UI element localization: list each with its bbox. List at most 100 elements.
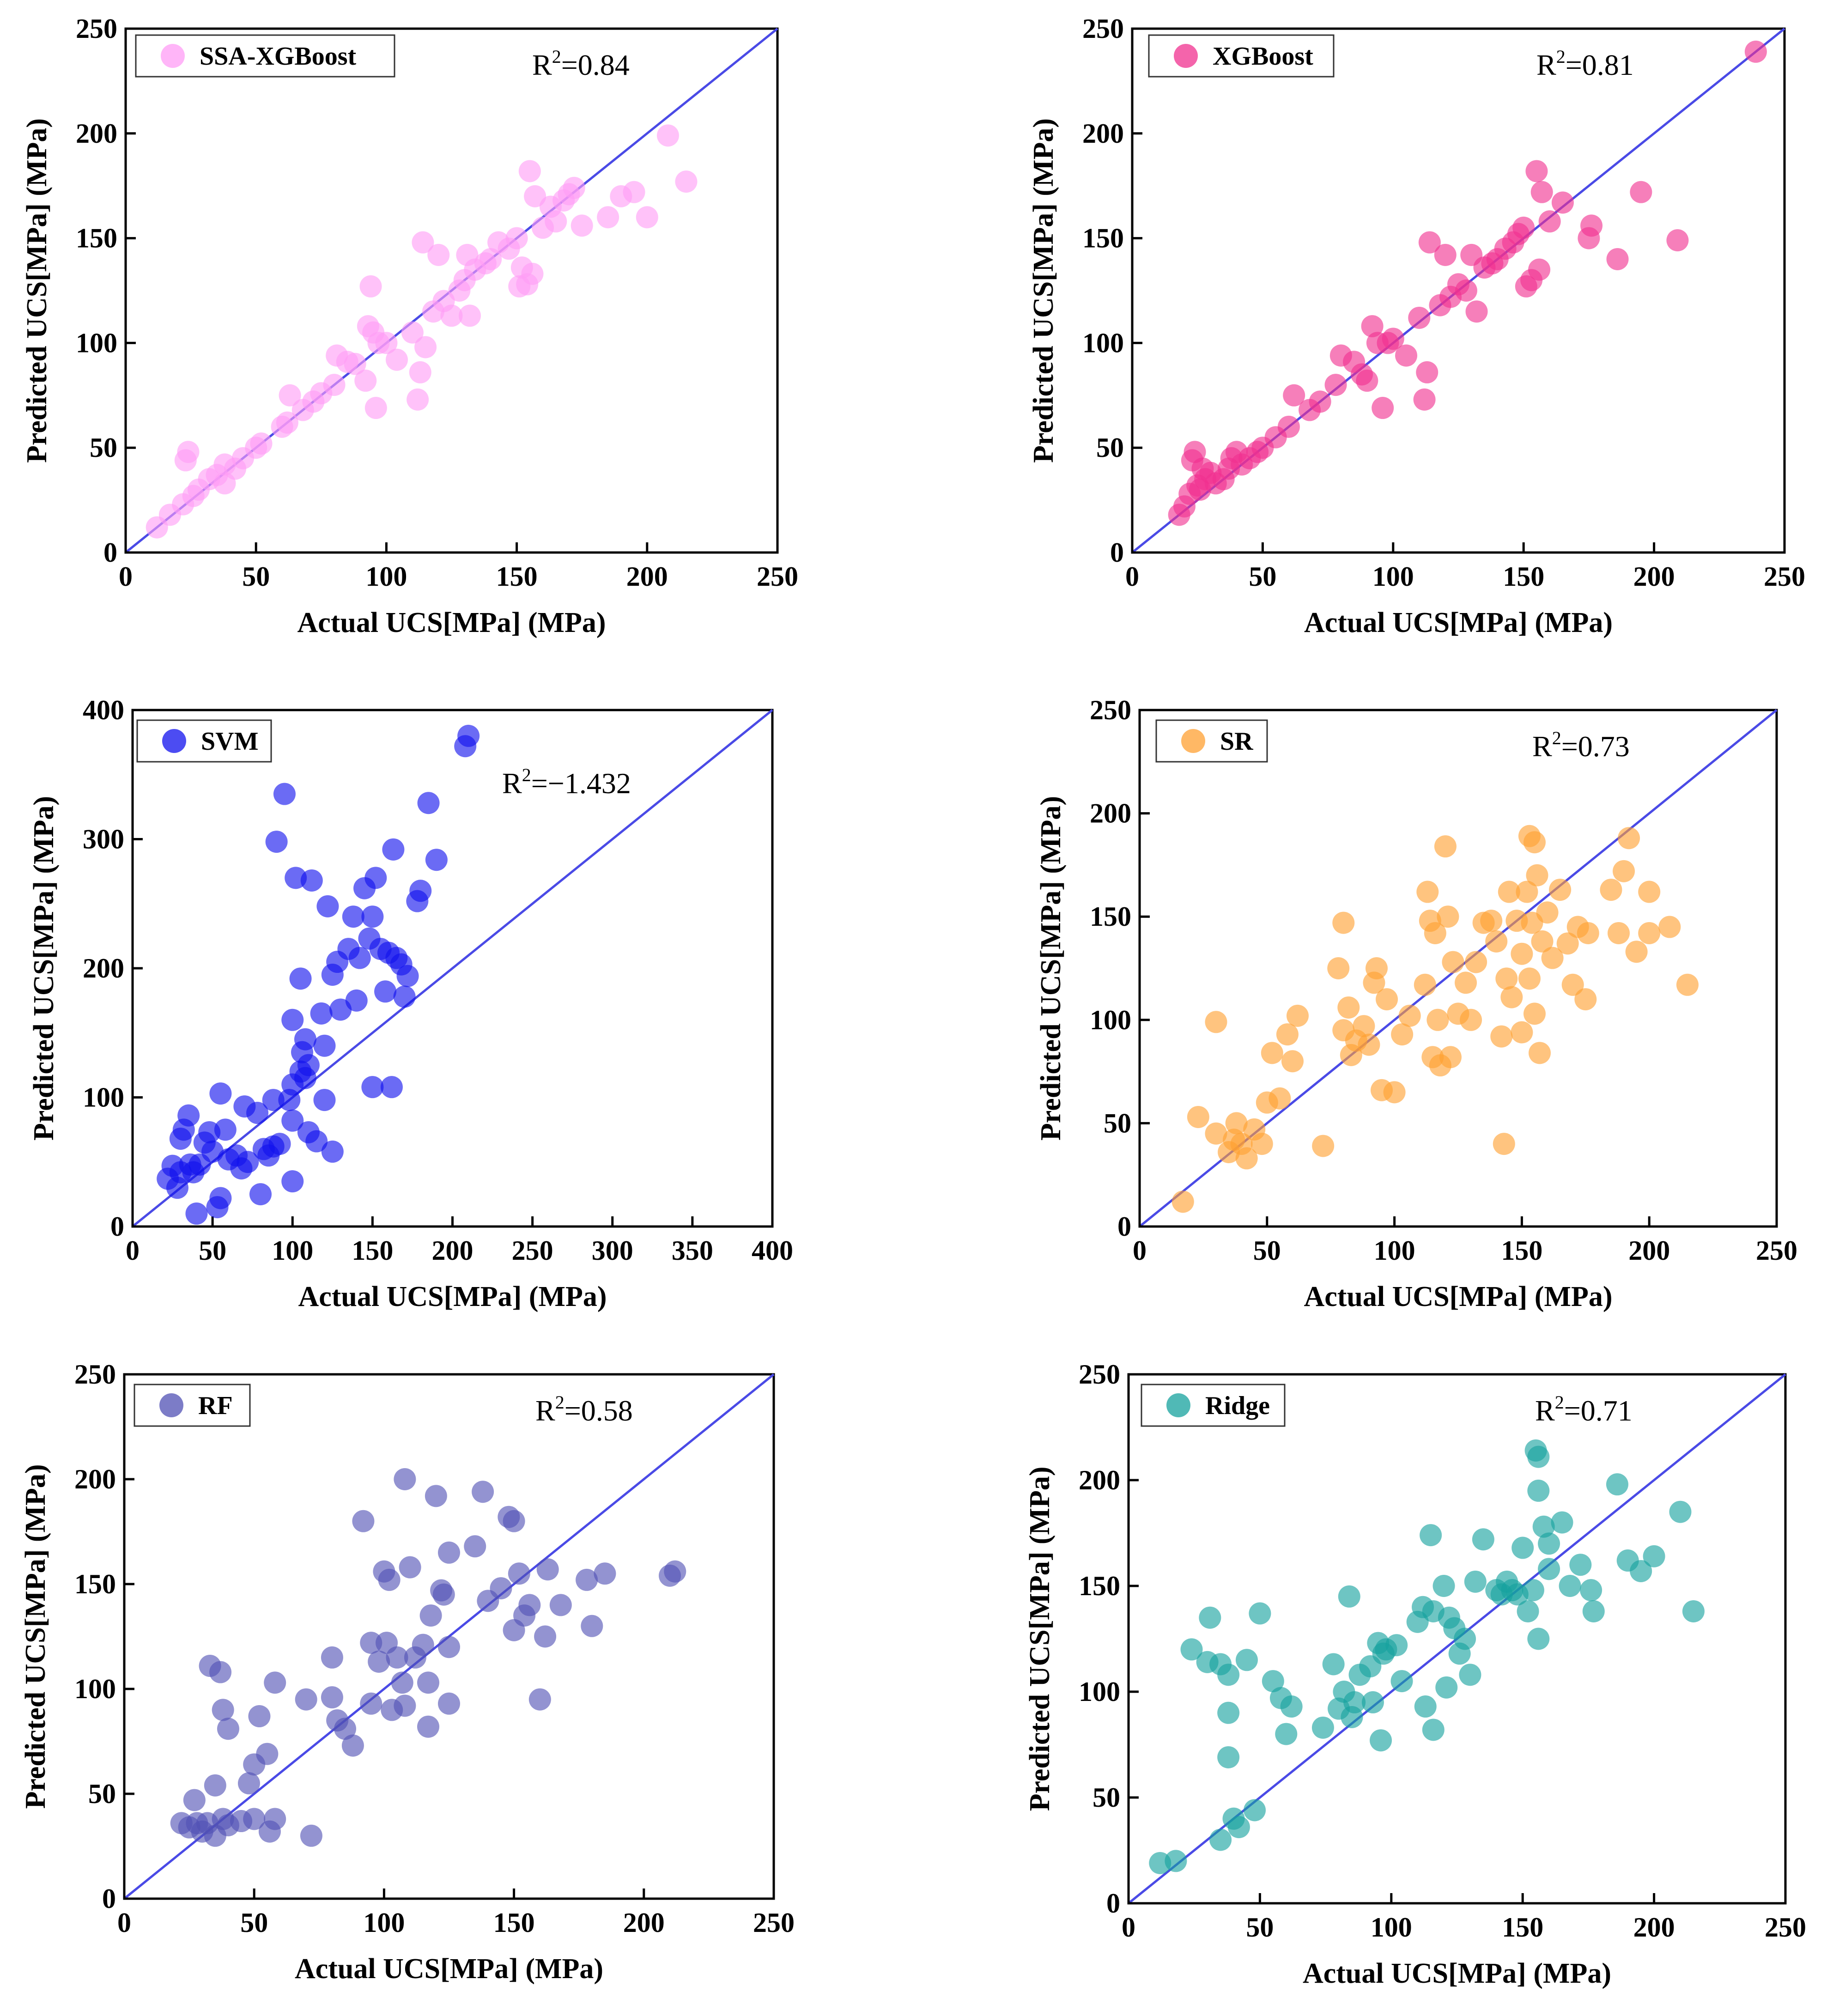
- data-point: [204, 1774, 226, 1797]
- legend-label: RF: [198, 1391, 233, 1420]
- data-point: [321, 1686, 343, 1709]
- data-point: [1522, 1579, 1544, 1602]
- data-point: [1527, 1627, 1550, 1650]
- data-point: [1244, 1799, 1266, 1822]
- data-point: [294, 1028, 316, 1051]
- x-tick-label: 0: [126, 1235, 140, 1266]
- data-point: [409, 361, 431, 383]
- data-point: [457, 724, 480, 747]
- data-point: [1527, 1445, 1550, 1468]
- plot-frame: [123, 1373, 775, 1900]
- y-tick-label: 200: [76, 118, 117, 149]
- legend-box: [134, 1384, 251, 1427]
- y-tick-label: 50: [1093, 1782, 1120, 1813]
- data-point: [1460, 1008, 1482, 1031]
- y-tick-label: 0: [102, 1883, 116, 1914]
- data-point: [368, 1650, 390, 1673]
- x-axis-title: Actual UCS[MPa] (MPa): [1304, 607, 1613, 638]
- x-tick-label: 100: [1371, 1912, 1412, 1943]
- data-point: [521, 262, 544, 285]
- data-point: [438, 1636, 460, 1658]
- x-tick-label: 150: [1503, 561, 1544, 592]
- x-tick-label: 350: [672, 1235, 713, 1266]
- data-point: [414, 336, 437, 358]
- data-point: [1531, 930, 1554, 953]
- x-tick-label: 0: [1125, 561, 1139, 592]
- r2-annotation: R2=0.58: [535, 1392, 633, 1427]
- data-point: [1600, 879, 1622, 901]
- y-tick-label: 50: [88, 1779, 116, 1809]
- x-tick-label: 150: [352, 1235, 393, 1266]
- data-point: [417, 1715, 440, 1738]
- x-tick-label: 250: [1764, 561, 1805, 592]
- legend-marker: [162, 729, 186, 753]
- x-tick-label: 400: [752, 1235, 793, 1266]
- y-tick-label: 50: [90, 432, 117, 463]
- y-tick-label: 100: [1090, 1005, 1131, 1035]
- data-point: [1217, 1746, 1240, 1768]
- data-point: [1485, 930, 1508, 953]
- data-point: [1625, 941, 1648, 963]
- data-point: [1276, 1023, 1299, 1046]
- x-axis-title: Actual UCS[MPa] (MPa): [1303, 1958, 1611, 1989]
- data-point: [407, 388, 429, 411]
- data-point: [268, 1133, 291, 1155]
- y-tick-label: 200: [1090, 798, 1131, 829]
- data-point: [1465, 951, 1487, 973]
- data-point: [281, 1109, 304, 1132]
- data-point: [313, 1089, 336, 1111]
- data-point: [382, 838, 405, 861]
- y-tick-label: 200: [74, 1464, 116, 1494]
- data-point: [345, 989, 368, 1012]
- data-point: [1217, 1701, 1240, 1724]
- y-tick-label: 250: [1082, 13, 1124, 44]
- y-tick-label: 150: [74, 1569, 116, 1599]
- y-tick-label: 0: [1117, 1211, 1131, 1242]
- data-point: [212, 1699, 234, 1721]
- y-axis-title: Predicted UCS[MPa] (MPa): [1035, 796, 1067, 1141]
- data-point: [1459, 1664, 1481, 1686]
- data-point: [1472, 1528, 1494, 1551]
- legend-label: Ridge: [1205, 1391, 1270, 1420]
- data-point: [1559, 1575, 1581, 1597]
- data-point: [518, 160, 541, 182]
- data-point: [1250, 1133, 1273, 1155]
- data-point: [1391, 1023, 1414, 1046]
- data-point: [354, 370, 377, 392]
- data-point: [1574, 988, 1597, 1011]
- y-tick-label: 100: [1079, 1676, 1120, 1707]
- y-tick-label: 0: [110, 1211, 124, 1242]
- data-point: [1199, 1606, 1221, 1629]
- data-point: [183, 1789, 206, 1811]
- data-point: [1437, 905, 1459, 928]
- data-point: [321, 1646, 343, 1669]
- data-point: [1414, 1695, 1437, 1718]
- data-point: [1312, 1135, 1335, 1157]
- data-point: [1541, 947, 1564, 969]
- data-point: [273, 783, 296, 805]
- data-point: [581, 1615, 603, 1637]
- data-point: [1217, 1664, 1240, 1686]
- y-tick-label: 150: [1082, 223, 1124, 254]
- plot-frame: [1131, 27, 1786, 554]
- data-point: [1413, 388, 1436, 411]
- data-point: [1536, 901, 1559, 924]
- x-tick-label: 200: [432, 1235, 473, 1266]
- y-tick-label: 100: [74, 1674, 116, 1704]
- y-tick-label: 100: [76, 328, 117, 358]
- y-tick-label: 400: [83, 695, 124, 725]
- data-point: [360, 1692, 382, 1715]
- data-point: [594, 1562, 616, 1585]
- data-point: [1261, 1042, 1283, 1064]
- data-point: [1518, 967, 1541, 990]
- data-point: [364, 397, 387, 419]
- data-point: [265, 831, 288, 853]
- data-point: [1580, 1579, 1602, 1602]
- y-tick-label: 150: [1090, 901, 1131, 932]
- data-point: [1493, 1133, 1515, 1155]
- data-point: [597, 206, 619, 229]
- data-point: [425, 849, 448, 871]
- data-point: [300, 1824, 322, 1847]
- y-tick-label: 250: [1079, 1359, 1120, 1390]
- legend: RF: [134, 1384, 251, 1427]
